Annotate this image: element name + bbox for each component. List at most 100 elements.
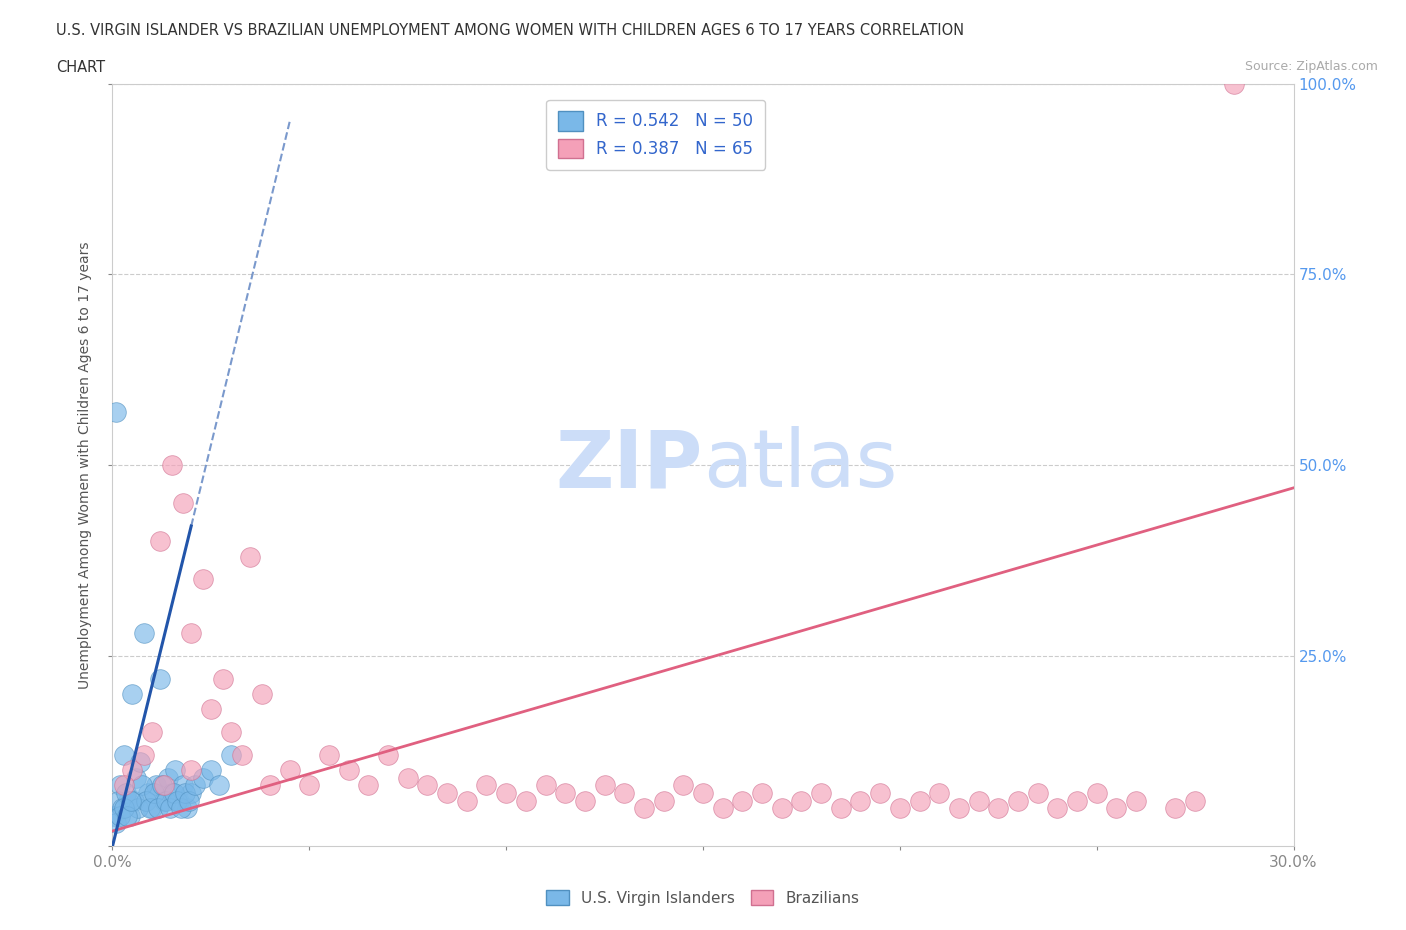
Text: ZIP: ZIP [555, 426, 703, 504]
Point [337, 763, 360, 777]
Point [179, 793, 201, 808]
Point [108, 808, 131, 823]
Text: atlas: atlas [703, 426, 897, 504]
Point [1184, 793, 1206, 808]
Point [456, 793, 478, 808]
Point [170, 801, 193, 816]
Point [672, 777, 695, 792]
Point [105, 405, 128, 419]
Point [790, 793, 813, 808]
Point [117, 808, 139, 823]
Point [1007, 793, 1029, 808]
Point [112, 748, 135, 763]
Point [239, 549, 262, 564]
Y-axis label: Unemployment Among Women with Children Ages 6 to 17 years: Unemployment Among Women with Children A… [79, 241, 93, 689]
Point [149, 671, 172, 686]
Point [162, 786, 184, 801]
Point [613, 786, 636, 801]
Point [149, 534, 172, 549]
Point [298, 777, 321, 792]
Point [928, 786, 950, 801]
Point [554, 786, 576, 801]
Point [869, 786, 891, 801]
Point [633, 801, 655, 816]
Point [176, 801, 198, 816]
Point [593, 777, 616, 792]
Point [396, 770, 419, 785]
Point [200, 763, 222, 777]
Point [652, 793, 675, 808]
Point [184, 777, 207, 792]
Point [1164, 801, 1187, 816]
Point [120, 808, 142, 823]
Point [150, 777, 173, 792]
Point [121, 763, 143, 777]
Point [122, 793, 145, 808]
Point [219, 748, 242, 763]
Text: U.S. VIRGIN ISLANDER VS BRAZILIAN UNEMPLOYMENT AMONG WOMEN WITH CHILDREN AGES 6 : U.S. VIRGIN ISLANDER VS BRAZILIAN UNEMPL… [56, 23, 965, 38]
Point [711, 801, 734, 816]
Point [574, 793, 596, 808]
Point [132, 748, 155, 763]
Point [751, 786, 773, 801]
Point [103, 808, 125, 823]
Point [1125, 793, 1147, 808]
Point [159, 801, 181, 816]
Point [948, 801, 970, 816]
Point [208, 777, 231, 792]
Point [132, 625, 155, 640]
Point [250, 686, 273, 701]
Point [129, 755, 152, 770]
Point [1223, 76, 1246, 91]
Point [131, 777, 153, 792]
Point [125, 770, 148, 785]
Point [169, 793, 191, 808]
Text: CHART: CHART [56, 60, 105, 75]
Point [1066, 793, 1088, 808]
Point [200, 701, 222, 716]
Point [112, 801, 135, 816]
Point [180, 625, 202, 640]
Text: Source: ZipAtlas.com: Source: ZipAtlas.com [1244, 60, 1378, 73]
Point [318, 748, 340, 763]
Point [731, 793, 754, 808]
Point [142, 786, 165, 801]
Point [191, 572, 214, 587]
Point [172, 777, 194, 792]
Point [156, 770, 179, 785]
Point [141, 801, 163, 816]
Point [692, 786, 714, 801]
Point [166, 793, 188, 808]
Point [967, 793, 990, 808]
Point [145, 777, 167, 792]
Point [515, 793, 537, 808]
Point [180, 763, 202, 777]
Point [172, 496, 194, 511]
Point [908, 793, 931, 808]
Point [115, 786, 138, 801]
Point [1105, 801, 1128, 816]
Point [770, 801, 793, 816]
Point [121, 686, 143, 701]
Point [830, 801, 852, 816]
Point [475, 777, 498, 792]
Point [160, 786, 183, 801]
Point [120, 793, 142, 808]
Point [112, 777, 135, 792]
Point [139, 801, 162, 816]
Point [152, 777, 174, 792]
Point [155, 793, 177, 808]
Point [107, 793, 129, 808]
Point [278, 763, 301, 777]
Point [191, 770, 214, 785]
Point [810, 786, 832, 801]
Point [1085, 786, 1108, 801]
Point [889, 801, 911, 816]
Point [141, 724, 163, 739]
Point [110, 777, 132, 792]
Point [1026, 786, 1049, 801]
Point [1046, 801, 1069, 816]
Point [534, 777, 557, 792]
Point [259, 777, 281, 792]
Point [357, 777, 380, 792]
